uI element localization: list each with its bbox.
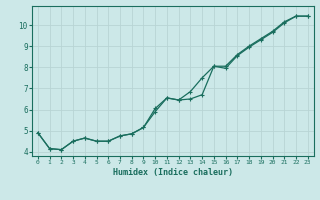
X-axis label: Humidex (Indice chaleur): Humidex (Indice chaleur)	[113, 168, 233, 177]
